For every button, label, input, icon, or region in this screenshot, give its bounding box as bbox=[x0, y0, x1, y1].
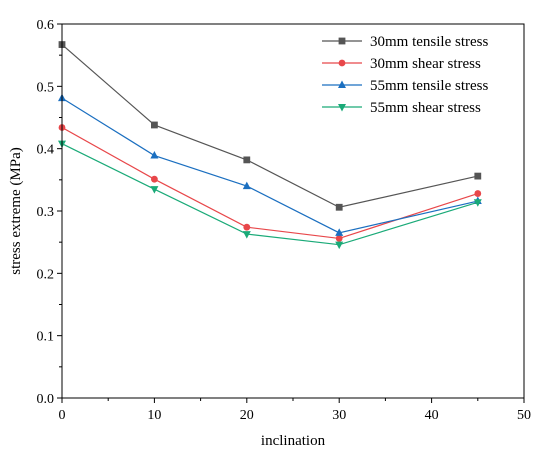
legend-marker bbox=[338, 80, 346, 88]
x-tick-label: 0 bbox=[59, 408, 66, 423]
series-4 bbox=[58, 140, 482, 250]
x-tick-label: 20 bbox=[240, 408, 254, 423]
legend-marker bbox=[338, 104, 346, 112]
y-tick-label: 0.1 bbox=[37, 330, 55, 345]
data-point bbox=[150, 186, 159, 194]
data-point bbox=[242, 181, 251, 190]
data-point bbox=[335, 235, 343, 242]
series-layer bbox=[58, 41, 482, 250]
legend: 30mm tensile stress 30mm shear stress 55mm… bbox=[322, 34, 488, 116]
legend-label: 30mm shear stress bbox=[370, 56, 481, 72]
data-point bbox=[335, 241, 344, 250]
y-tick-label: 0.2 bbox=[37, 267, 55, 282]
x-tick-label: 50 bbox=[517, 408, 531, 423]
y-tick-label: 0.6 bbox=[37, 18, 55, 33]
y-axis-title: stress extreme (MPa) bbox=[8, 147, 24, 274]
legend-entry: 55mm shear stress bbox=[322, 100, 481, 116]
plot-frame bbox=[61, 23, 525, 399]
data-point bbox=[242, 231, 251, 239]
y-tick-label: 0.3 bbox=[37, 205, 55, 220]
legend-entry: 55mm tensile stress bbox=[322, 78, 488, 94]
data-point bbox=[473, 199, 482, 207]
legend-label: 55mm shear stress bbox=[370, 100, 481, 116]
data-point bbox=[243, 223, 251, 231]
series-2 bbox=[58, 124, 482, 242]
data-point bbox=[335, 203, 343, 211]
x-tick-label: 40 bbox=[425, 408, 439, 423]
x-tick-label: 10 bbox=[147, 408, 161, 423]
legend-label: 55mm tensile stress bbox=[370, 78, 488, 94]
data-point bbox=[474, 190, 482, 197]
data-point bbox=[243, 156, 251, 164]
x-axis-ticks: 0 10 20 30 40 50 bbox=[59, 398, 531, 423]
data-point bbox=[151, 175, 158, 183]
data-point bbox=[150, 151, 159, 159]
legend-entry: 30mm tensile stress bbox=[322, 34, 488, 50]
data-point bbox=[151, 121, 158, 129]
y-axis-ticks: 0.0 0.1 0.2 0.3 0.4 0.5 0.6 bbox=[37, 18, 62, 407]
legend-entry: 30mm shear stress bbox=[322, 56, 481, 72]
data-point bbox=[335, 228, 344, 236]
x-axis-title: inclination bbox=[261, 433, 326, 449]
x-tick-label: 30 bbox=[332, 408, 346, 423]
legend-label: 30mm tensile stress bbox=[370, 34, 488, 50]
legend-marker bbox=[338, 59, 346, 67]
y-tick-label: 0.0 bbox=[37, 392, 55, 407]
y-tick-label: 0.5 bbox=[37, 80, 55, 95]
data-point bbox=[474, 172, 482, 180]
y-tick-label: 0.4 bbox=[37, 143, 55, 158]
series-line bbox=[61, 97, 478, 234]
legend-marker bbox=[338, 37, 346, 45]
